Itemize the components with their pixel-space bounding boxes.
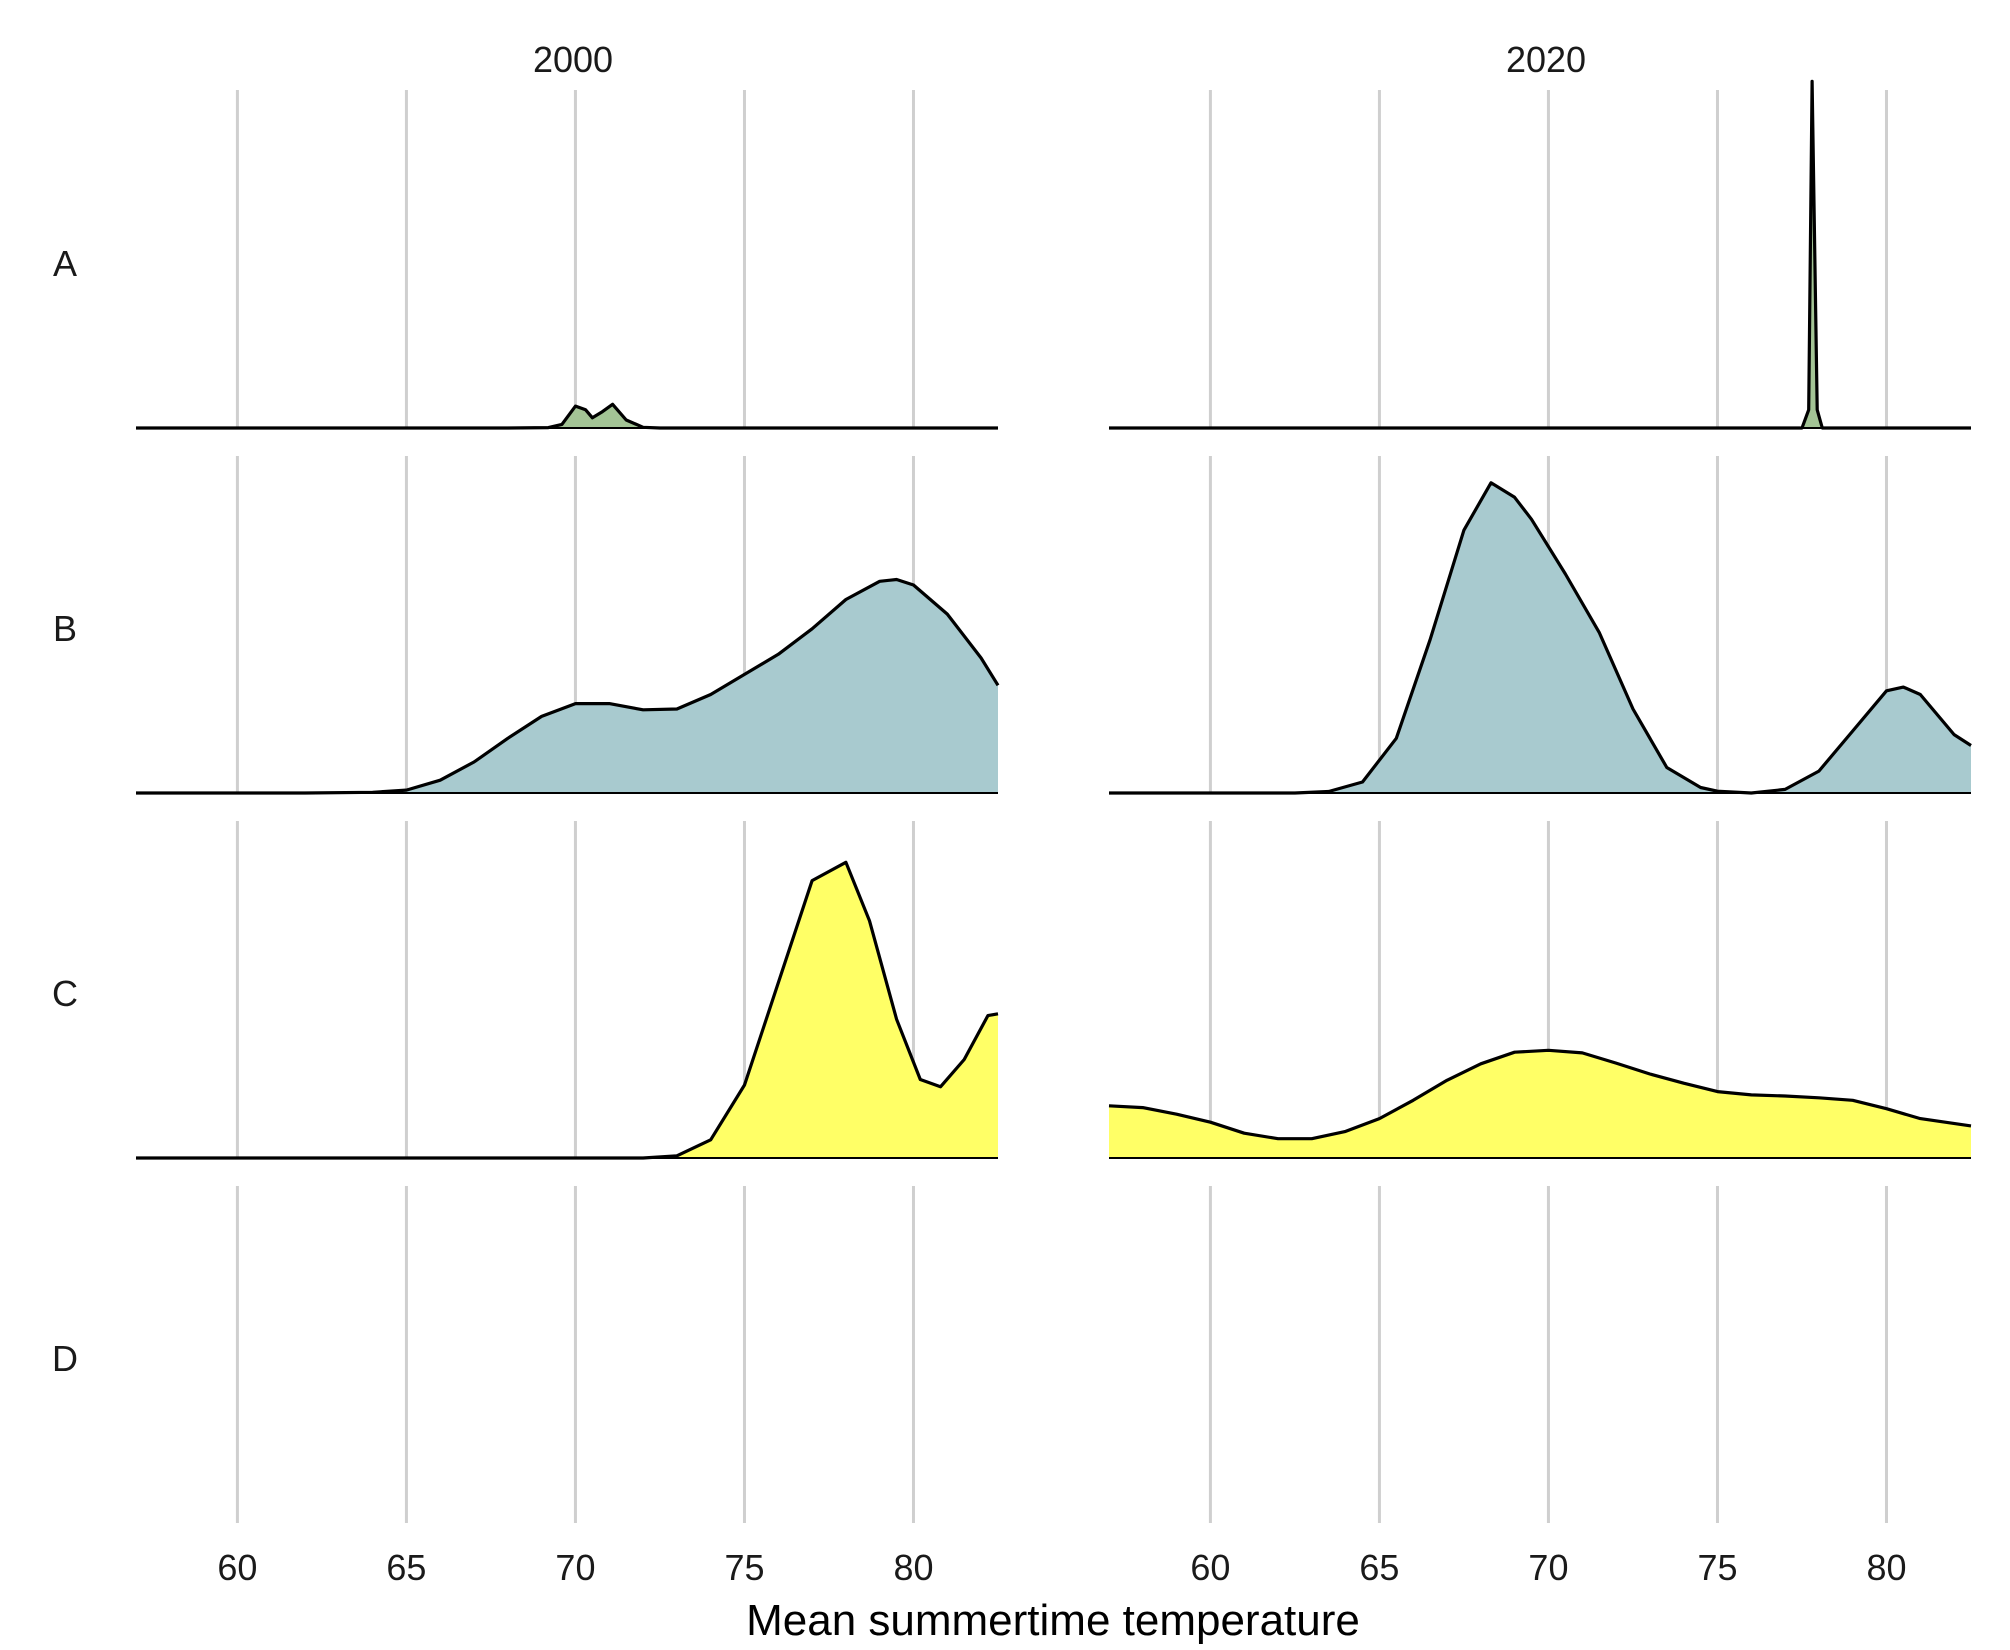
x-tick-label-0-3: 75 (724, 1547, 764, 1588)
density-area-2020-C (1109, 1050, 1971, 1158)
row-labels: A B C D (52, 243, 78, 1379)
x-tick-label-1-3: 75 (1697, 1547, 1737, 1588)
row-label-D: D (52, 1338, 78, 1379)
x-tick-label-0-0: 60 (217, 1547, 257, 1588)
panel-title-0: 2000 (533, 39, 613, 80)
density-area-2020-B (1109, 482, 1971, 793)
density-area-2000-B (136, 579, 998, 793)
x-tick-labels: 60 65 70 75 80 60 65 70 75 80 (217, 1547, 1906, 1588)
x-tick-label-0-2: 70 (555, 1547, 595, 1588)
x-tick-label-1-4: 80 (1866, 1547, 1906, 1588)
x-tick-label-0-1: 65 (386, 1547, 426, 1588)
row-label-C: C (52, 973, 78, 1014)
x-tick-label-1-2: 70 (1528, 1547, 1568, 1588)
baselines (136, 427, 1971, 1159)
x-tick-label-0-4: 80 (893, 1547, 933, 1588)
gridlines (235, 90, 1888, 1523)
density-areas (136, 79, 1972, 1160)
row-label-B: B (53, 608, 77, 649)
density-line-2020-B (1109, 481, 1972, 795)
density-line-2020-A (1109, 79, 1971, 430)
row-label-A: A (53, 243, 77, 284)
density-area-2020-A (1109, 81, 1971, 429)
density-area-2000-A (136, 404, 998, 428)
density-line-2000-B (136, 577, 1000, 795)
panel-titles: 2000 2020 (533, 39, 1586, 80)
x-tick-label-1-1: 65 (1359, 1547, 1399, 1588)
density-line-2020-C (1108, 1048, 1972, 1141)
x-axis-title: Mean summertime temperature (746, 1596, 1360, 1645)
x-tick-label-1-0: 60 (1190, 1547, 1230, 1588)
panel-title-1: 2020 (1506, 39, 1586, 80)
density-line-2000-C (136, 860, 999, 1160)
density-area-2000-C (136, 862, 998, 1158)
